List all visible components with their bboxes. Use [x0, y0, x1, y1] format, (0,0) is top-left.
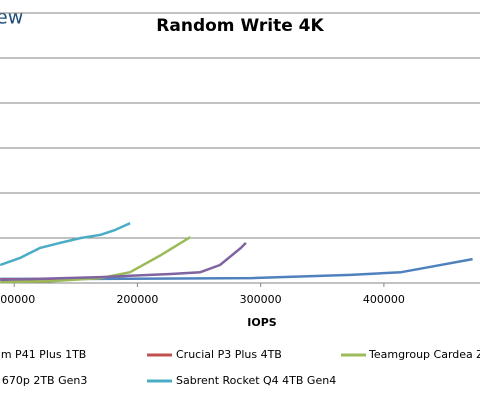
legend-label: Sabrent Rocket Q4 4TB Gen4 — [176, 374, 336, 387]
x-axis-label: IOPS — [247, 316, 277, 329]
series-line — [0, 242, 247, 282]
x-tick-label: 100000 — [0, 293, 35, 306]
x-tick-label: 200000 — [116, 293, 158, 306]
legend-label: Intel 670p 2TB Gen3 — [0, 374, 87, 387]
legend-label: Solidigm P41 Plus 1TB — [0, 348, 86, 361]
x-tick-label: 300000 — [240, 293, 282, 306]
series-line — [0, 257, 473, 281]
chart-title: Random Write 4K — [156, 16, 324, 36]
series-line — [0, 236, 192, 284]
x-tick-label: 400000 — [363, 293, 405, 306]
legend-label: Teamgroup Cardea Z — [368, 348, 480, 361]
watermark: ew — [0, 7, 23, 29]
legend-label: Crucial P3 Plus 4TB — [176, 348, 282, 361]
series-line — [0, 222, 131, 267]
